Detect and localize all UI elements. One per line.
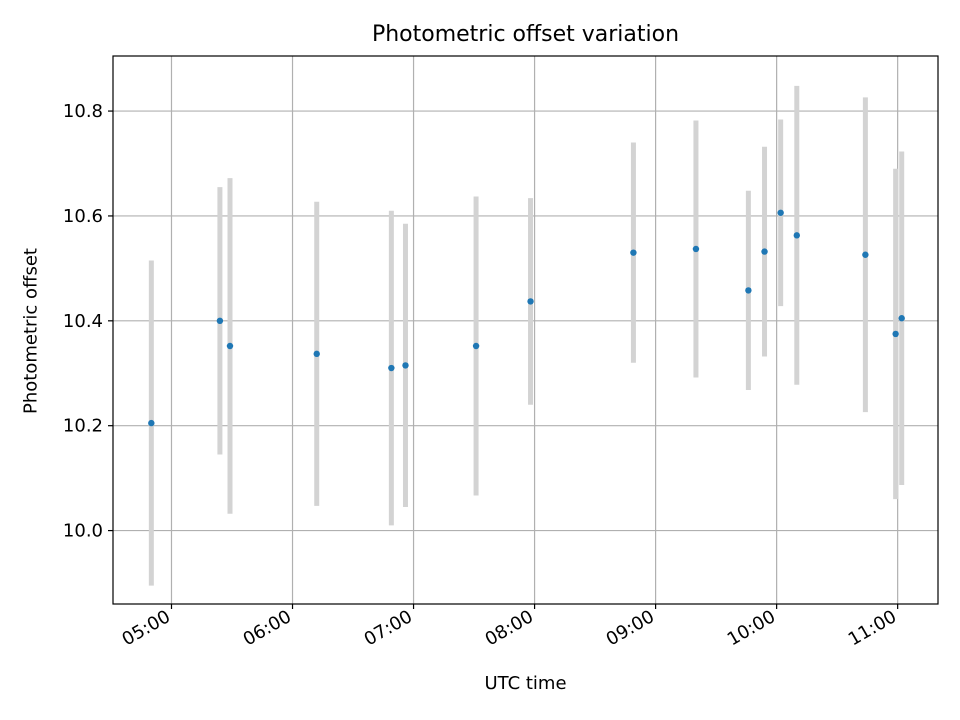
y-tick-label: 10.2 — [63, 416, 103, 437]
data-point — [216, 317, 224, 325]
data-point — [527, 298, 534, 305]
x-axis-label: UTC time — [484, 673, 567, 694]
data-point — [472, 342, 480, 350]
grid-lines — [113, 56, 938, 604]
x-tick-label: 09:00 — [603, 606, 658, 650]
data-point — [388, 364, 395, 372]
data-point — [226, 342, 234, 350]
data-point — [745, 287, 752, 294]
y-tick-label: 10.8 — [63, 101, 103, 122]
y-tick-label: 10.6 — [63, 206, 103, 227]
data-point — [692, 245, 700, 253]
plot-frame — [112, 55, 939, 605]
error-bars — [148, 85, 905, 586]
chart-title: Photometric offset variation — [371, 22, 680, 47]
data-point — [402, 362, 409, 369]
x-tick-label: 05:00 — [119, 606, 174, 650]
x-tick-label: 06:00 — [240, 606, 295, 650]
x-tick-label: 10:00 — [724, 606, 779, 650]
y-tick-label: 10.0 — [63, 521, 103, 542]
x-tick-label: 08:00 — [482, 606, 537, 650]
data-point — [892, 330, 899, 338]
data-point — [313, 350, 320, 358]
y-axis-label: Photometric offset — [20, 248, 42, 414]
data-point — [630, 249, 637, 256]
data-point — [862, 251, 869, 258]
x-tick-label: 07:00 — [361, 606, 416, 650]
data-point — [898, 315, 905, 322]
data-points — [148, 209, 905, 427]
data-point — [761, 248, 768, 255]
axis-ticks: 05:00 06:00 07:00 08:00 09:00 10:00 11:00 10.0 1… — [63, 101, 900, 650]
data-point — [148, 419, 155, 427]
y-tick-label: 10.4 — [63, 311, 103, 332]
data-point — [777, 209, 784, 216]
data-point — [793, 232, 801, 239]
x-tick-label: 11:00 — [845, 606, 900, 650]
